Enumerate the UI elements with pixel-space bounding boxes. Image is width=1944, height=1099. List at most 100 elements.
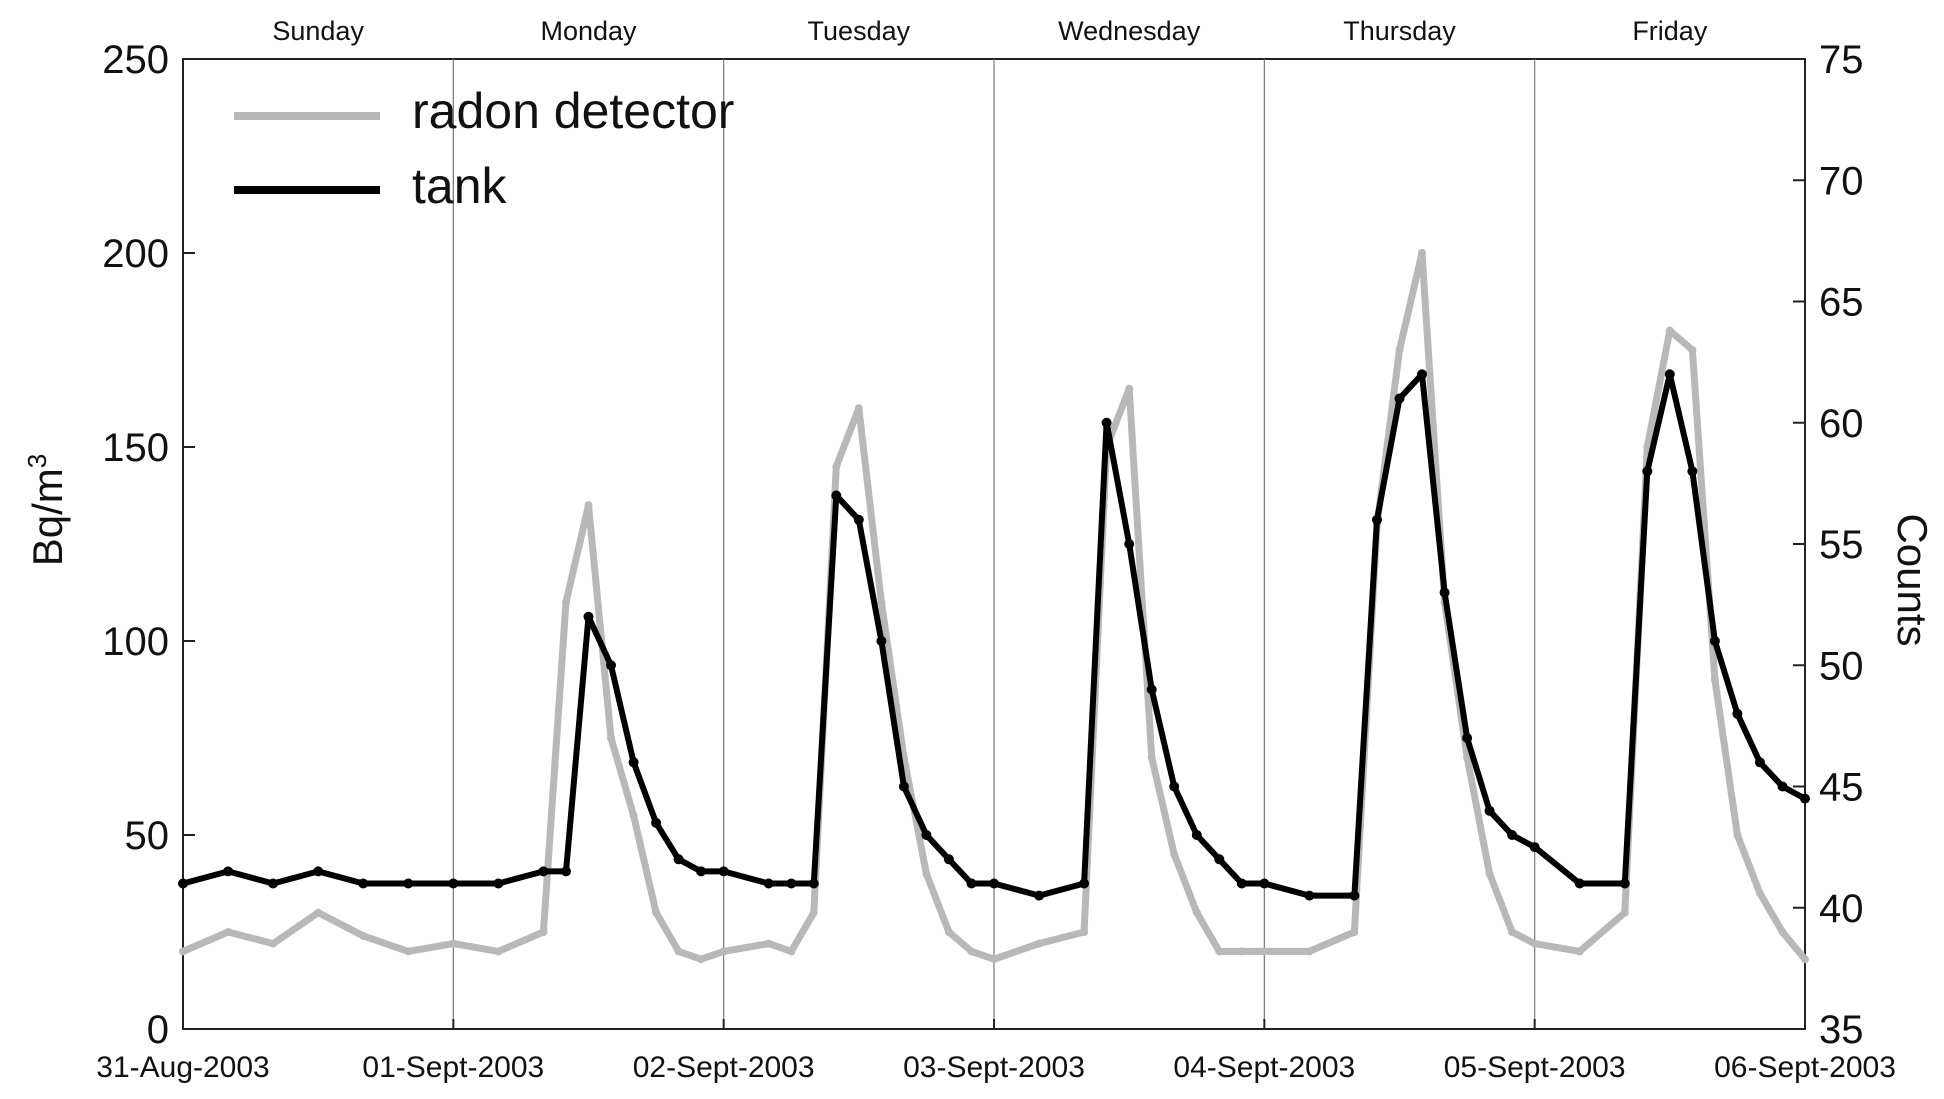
radon-detector-point <box>719 947 728 956</box>
x-tick-label: 05-Sept-2003 <box>1444 1051 1626 1084</box>
radon-detector-point <box>1395 346 1404 354</box>
series-layer <box>178 249 1810 964</box>
y2-tick-label: 50 <box>1819 644 1864 688</box>
tank-line <box>180 371 1808 899</box>
y2-tick-label: 55 <box>1819 523 1864 567</box>
tank-point <box>583 611 594 622</box>
tank-point <box>1574 878 1585 889</box>
radon-detector-point <box>1350 928 1359 936</box>
tank-point <box>1169 781 1180 792</box>
radon-detector-point <box>967 947 976 956</box>
radon-detector-point <box>1643 443 1652 451</box>
tank-point <box>763 878 774 889</box>
tank-point <box>628 757 639 768</box>
y-tick-label: 200 <box>102 232 169 276</box>
legend: radon detector tank <box>234 83 734 214</box>
radon-detector-point <box>697 955 706 964</box>
y-tick-label: 150 <box>102 426 169 470</box>
x-tick-label: 02-Sept-2003 <box>633 1051 815 1084</box>
legend-label-radon: radon detector <box>412 83 734 139</box>
y2-tick-label: 35 <box>1819 1008 1864 1052</box>
day-labels: Sunday Monday Tuesday Wednesday Thursday Frid… <box>272 16 1707 46</box>
tank-point <box>1124 539 1135 549</box>
x-tick-label: 01-Sept-2003 <box>362 1051 544 1084</box>
radon-detector-point <box>1485 869 1494 878</box>
radon-detector-point <box>539 928 548 936</box>
radon-detector-point <box>494 947 503 956</box>
y-tick-label: 50 <box>125 814 170 858</box>
radon-detector-point <box>944 928 953 936</box>
radon-detector-point <box>1733 831 1742 839</box>
tank-point <box>1236 878 1247 889</box>
y-tick-label: 250 <box>102 38 169 82</box>
tank-point <box>1372 514 1382 525</box>
radon-detector-point <box>1260 947 1269 956</box>
radon-detector-line <box>179 249 1809 963</box>
radon-detector-point <box>314 908 323 917</box>
tank-point <box>561 866 571 877</box>
tank-point <box>1101 417 1112 428</box>
radon-detector-point <box>1530 939 1539 948</box>
tank-point <box>876 636 887 646</box>
tank-point <box>1394 393 1405 404</box>
radon-detector-point <box>629 811 638 820</box>
x-axis: 31-Aug-2003 01-Sept-2003 02-Sept-2003 03-Se… <box>96 1019 1896 1084</box>
radon-detector-point <box>1778 928 1787 936</box>
x-tick-label: 04-Sept-2003 <box>1173 1051 1355 1084</box>
radon-detector-point <box>1755 889 1764 898</box>
tank-point <box>1259 878 1270 889</box>
tank-point <box>651 817 662 828</box>
tank-point <box>1462 733 1473 743</box>
day-label: Wednesday <box>1058 16 1201 46</box>
tank-point <box>1507 830 1518 840</box>
tank-point <box>1800 793 1810 804</box>
tank-point <box>1214 854 1225 865</box>
radon-detector-point <box>877 598 886 607</box>
tank-point <box>1754 757 1765 768</box>
y2-axis-title: Counts <box>1889 513 1936 646</box>
tank-point <box>853 514 864 525</box>
right-axis: 35 40 45 50 55 60 65 70 75 <box>1793 38 1864 1052</box>
radon-detector-point <box>404 947 413 956</box>
y-axis-title: Bq/m3 <box>22 454 71 567</box>
radon-detector-point <box>1710 675 1719 684</box>
tank-point <box>718 866 729 877</box>
radon-detector-point <box>1080 928 1089 936</box>
x-tick-label: 31-Aug-2003 <box>96 1051 269 1084</box>
tank-point <box>1349 890 1360 901</box>
radon-detector-point <box>674 947 683 956</box>
radon-detector-point <box>990 955 998 964</box>
tank-point <box>696 866 707 877</box>
y2-tick-label: 70 <box>1819 159 1864 203</box>
tank-point <box>493 878 504 889</box>
tank-point <box>1146 684 1157 695</box>
legend-label-tank: tank <box>412 158 508 214</box>
radon-detector-point <box>1665 326 1674 335</box>
y2-tick-label: 40 <box>1819 887 1864 931</box>
tank-point <box>898 781 909 792</box>
tank-point <box>178 878 188 889</box>
tank-point <box>1777 781 1788 792</box>
tank-point <box>313 866 324 877</box>
y-tick-label: 0 <box>147 1008 169 1052</box>
tank-point <box>808 878 819 889</box>
y2-tick-label: 75 <box>1819 38 1864 82</box>
radon-detector-point <box>764 939 773 948</box>
radon-detector-point <box>269 939 278 948</box>
tank-point <box>1417 369 1427 380</box>
x-tick-label: 03-Sept-2003 <box>903 1051 1085 1084</box>
radon-detector-point <box>922 869 931 878</box>
radon-detector-point <box>1215 947 1224 956</box>
day-label: Thursday <box>1343 16 1456 46</box>
radon-detector-point <box>854 404 863 413</box>
day-label: Monday <box>540 16 637 46</box>
radon-detector-point <box>1192 908 1201 917</box>
tank-point <box>1619 878 1630 889</box>
tank-point <box>989 878 999 889</box>
tank-point <box>1304 890 1315 901</box>
radon-detector-point <box>449 939 458 948</box>
radon-detector-point <box>1418 249 1426 257</box>
tank-point <box>1484 805 1495 816</box>
tank-point <box>403 878 414 889</box>
radon-detector-point <box>224 928 233 936</box>
